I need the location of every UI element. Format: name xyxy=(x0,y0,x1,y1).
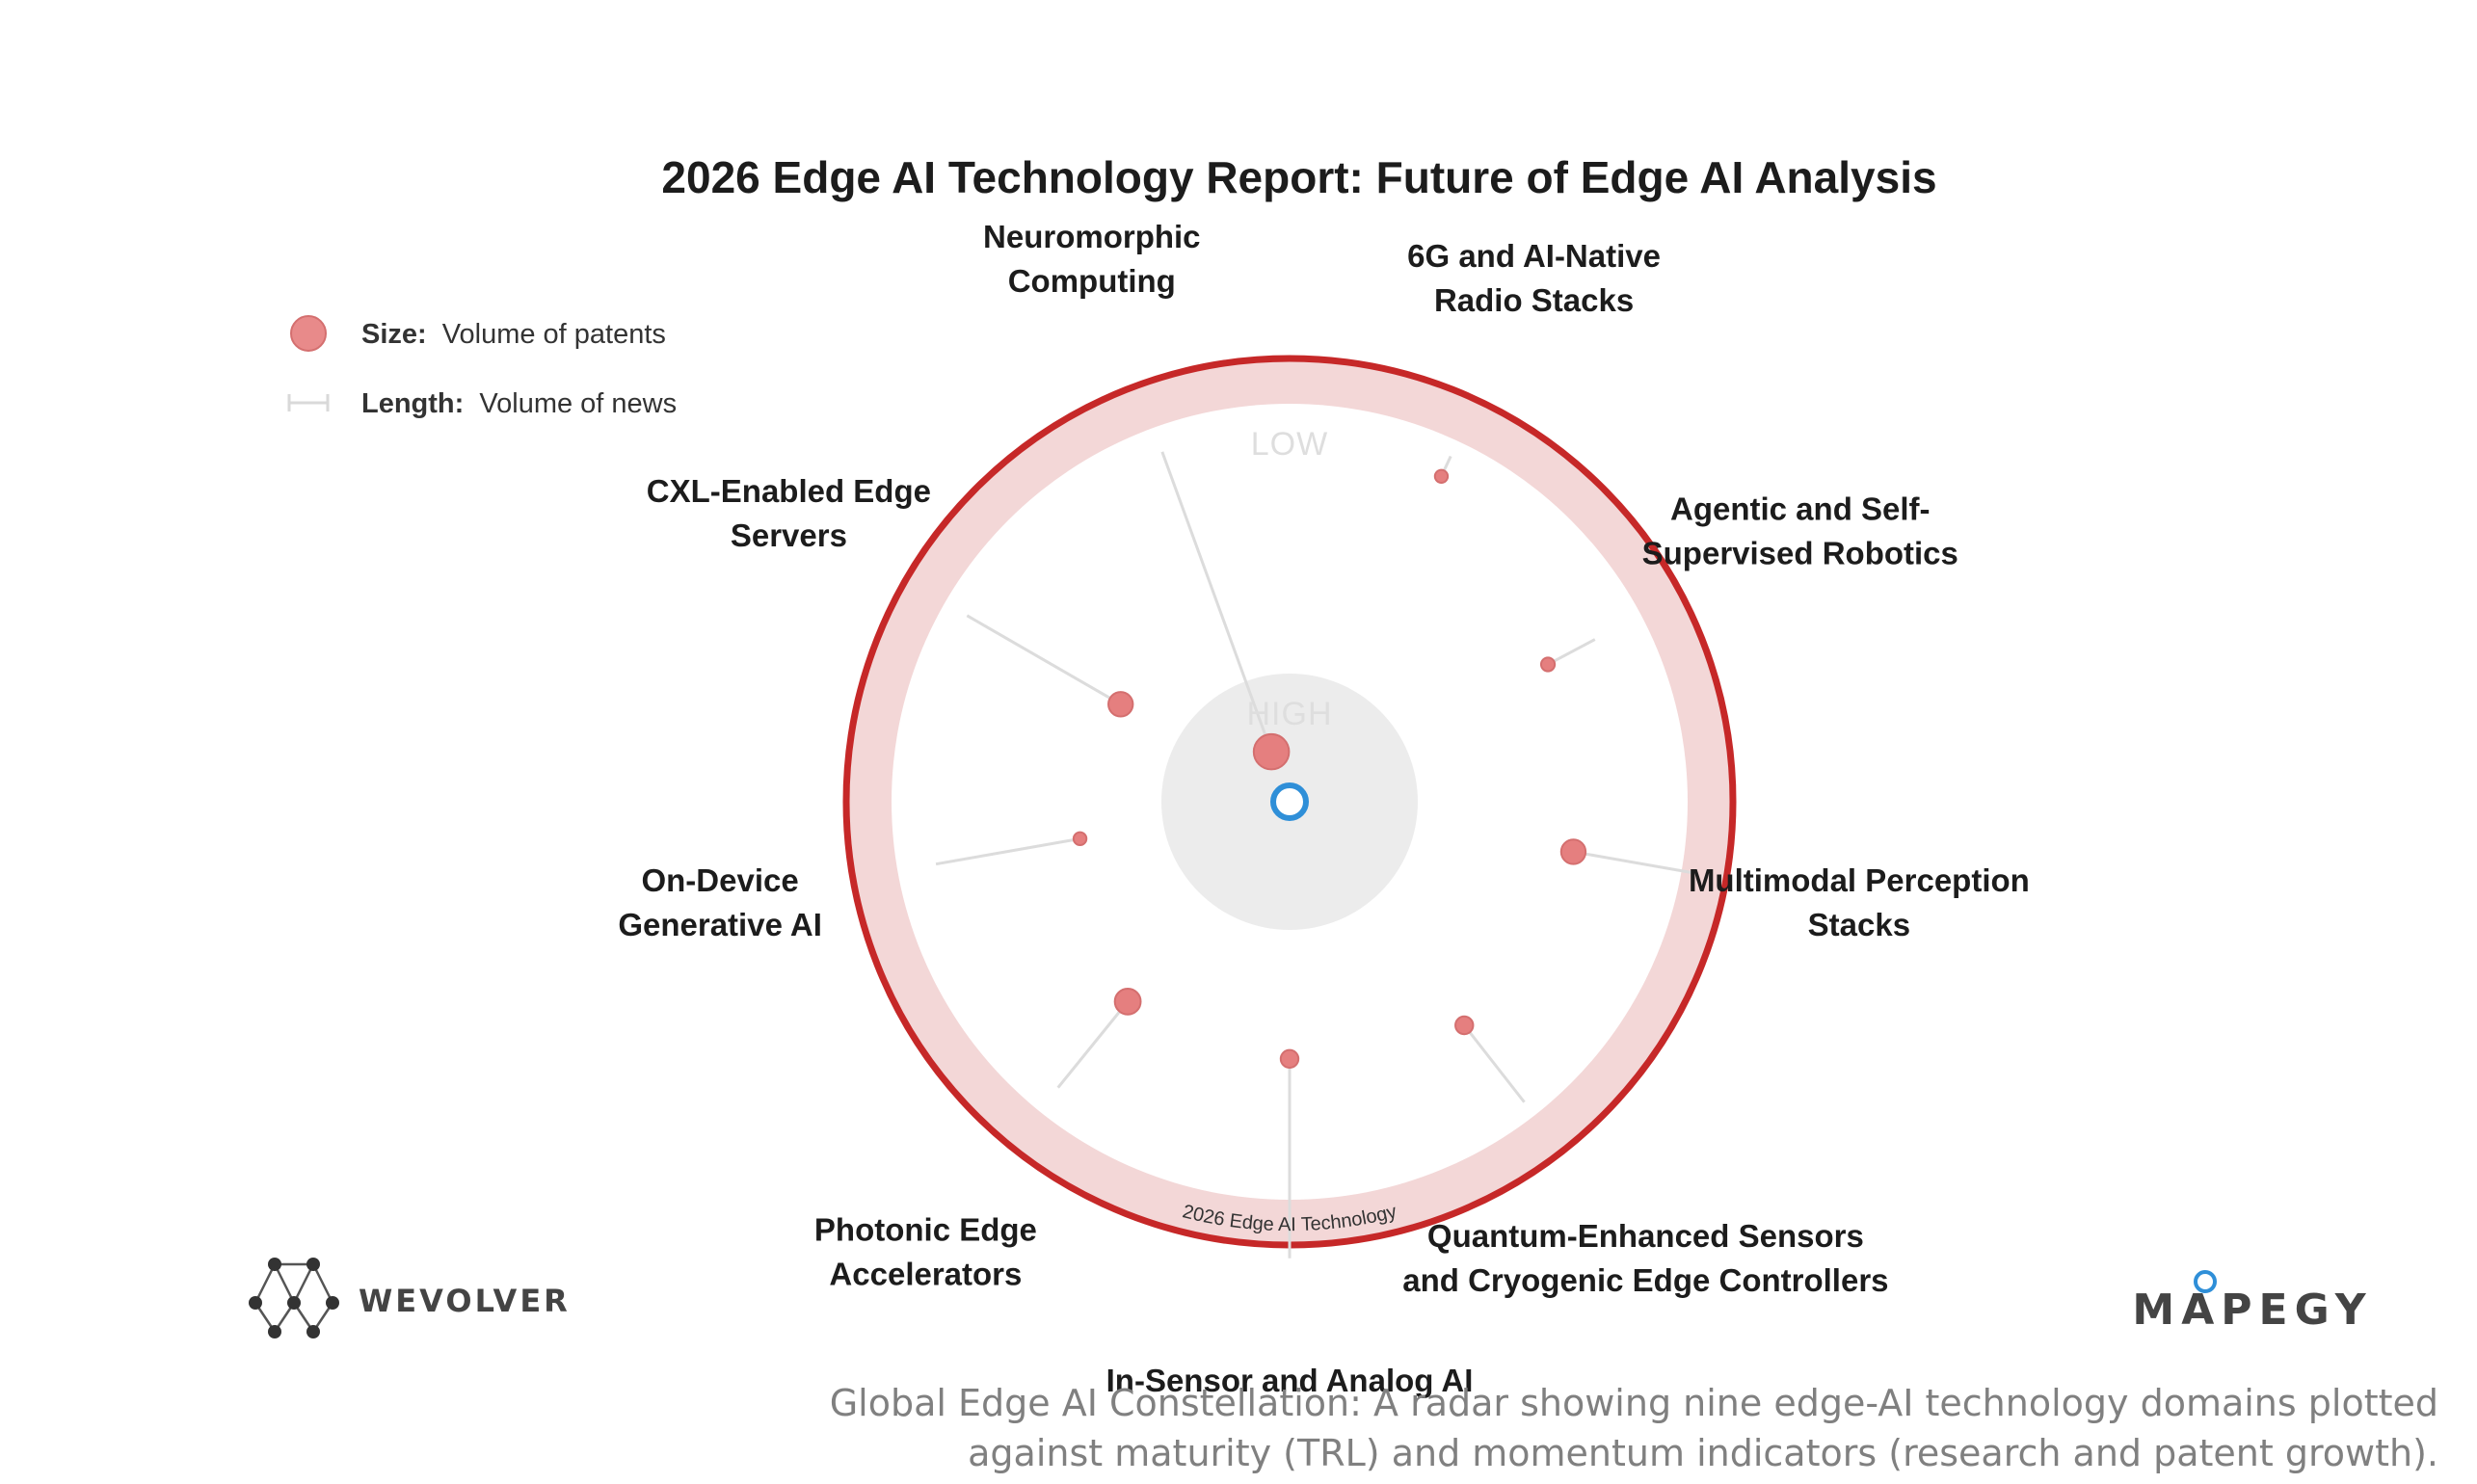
spoke-neuromorphic-computing xyxy=(1160,451,1273,753)
bubble-cxl-enabled-edge-servers[interactable] xyxy=(1107,691,1134,718)
chart-title: 2026 Edge AI Technology Report: Future o… xyxy=(661,152,1936,202)
label-neuromorphic-computing: Neuromorphic Computing xyxy=(983,219,1201,299)
bubble-agentic-and-self-supervised-robotics[interactable] xyxy=(1539,656,1557,673)
wevolver-logo: WEVOLVER xyxy=(249,1258,571,1338)
legend-length-text: Length: Volume of news xyxy=(361,388,677,419)
spoke-multimodal-perception-stacks xyxy=(1573,850,1696,875)
bubble-6g-and-ai-native-radio-stacks[interactable] xyxy=(1433,468,1450,484)
spoke-agentic-and-self-supervised-robotics xyxy=(1547,638,1596,666)
label-line: Generative AI xyxy=(618,907,822,942)
label-photonic-edge-accelerators: Photonic Edge Accelerators xyxy=(814,1211,1037,1291)
label-quantum-enhanced-sensors-and-cryogenic-edge-controllers: Quantum-Enhanced Sensors and Cryogenic Ed… xyxy=(1402,1218,1888,1298)
legend-length-key: Length: xyxy=(361,388,464,419)
label-line: In-Sensor and Analog AI xyxy=(1106,1363,1474,1398)
legend-length-value: Volume of news xyxy=(479,388,677,419)
label-agentic-and-self-supervised-robotics: Agentic and Self- Supervised Robotics xyxy=(1642,490,1958,570)
label-line: Supervised Robotics xyxy=(1642,535,1958,570)
center-marker xyxy=(1270,782,1309,821)
label-line: Computing xyxy=(1008,263,1176,299)
caption-line-1: Global Edge AI Constellation: A radar sh… xyxy=(829,1382,2438,1424)
legend-size-marker xyxy=(290,315,327,352)
mapegy-wordmark: MAPEGY xyxy=(2132,1285,2372,1335)
wevolver-wordmark: WEVOLVER xyxy=(359,1283,571,1319)
spoke-on-device-generative-ai xyxy=(935,836,1080,866)
caption-line-2: against maturity (TRL) and momentum indi… xyxy=(968,1432,2438,1474)
patent-bubbles xyxy=(1072,468,1587,1070)
mapegy-logo: MAPEGY xyxy=(2132,1270,2372,1335)
domain-labels: Neuromorphic Computing 6G and AI-Native Rad… xyxy=(618,219,2029,1398)
label-line: Photonic Edge xyxy=(814,1211,1037,1247)
legend: Size: Volume of patents Length: Volume o… xyxy=(287,315,677,419)
label-line: and Cryogenic Edge Controllers xyxy=(1402,1262,1888,1298)
label-on-device-generative-ai: On-Device Generative AI xyxy=(618,862,822,942)
bubble-photonic-edge-accelerators[interactable] xyxy=(1113,987,1142,1016)
label-line: Neuromorphic xyxy=(983,219,1201,254)
spoke-cxl-enabled-edge-servers xyxy=(966,614,1122,706)
bubble-neuromorphic-computing[interactable] xyxy=(1252,732,1291,771)
legend-size-key: Size: xyxy=(361,319,427,350)
bubble-on-device-generative-ai[interactable] xyxy=(1072,831,1088,847)
label-cxl-enabled-edge-servers: CXL-Enabled Edge Servers xyxy=(647,473,931,553)
bubble-quantum-enhanced-sensors-and-cryogenic-edge-controllers[interactable] xyxy=(1454,1015,1475,1036)
label-multimodal-perception-stacks: Multimodal Perception Stacks xyxy=(1689,862,2030,942)
low-maturity-label: LOW xyxy=(1251,426,1328,463)
label-line: 6G and AI-Native xyxy=(1407,238,1661,274)
legend-size-text: Size: Volume of patents xyxy=(361,319,666,350)
legend-length-marker xyxy=(287,394,330,411)
label-line: Quantum-Enhanced Sensors xyxy=(1427,1218,1864,1254)
spoke-quantum-enhanced-sensors-and-cryogenic-edge-controllers xyxy=(1463,1024,1526,1103)
news-volume-spokes xyxy=(935,451,1696,1259)
figure-caption: Global Edge AI Constellation: A radar sh… xyxy=(607,1378,2438,1478)
bubble-in-sensor-and-analog-ai[interactable] xyxy=(1279,1048,1300,1070)
label-line: Multimodal Perception xyxy=(1689,862,2030,898)
high-maturity-label: HIGH xyxy=(1247,696,1333,732)
legend-size-value: Volume of patents xyxy=(442,319,666,350)
spoke-photonic-edge-accelerators xyxy=(1056,1000,1130,1089)
label-line: Stacks xyxy=(1808,907,1910,942)
bubble-multimodal-perception-stacks[interactable] xyxy=(1559,838,1587,865)
label-6g-and-ai-native-radio-stacks: 6G and AI-Native Radio Stacks xyxy=(1407,238,1661,318)
label-line: Servers xyxy=(731,517,847,553)
label-line: Radio Stacks xyxy=(1434,282,1634,318)
mapegy-location-icon xyxy=(2194,1270,2217,1293)
label-line: CXL-Enabled Edge xyxy=(647,473,931,509)
label-in-sensor-and-analog-ai: In-Sensor and Analog AI xyxy=(1106,1363,1474,1398)
label-line: On-Device xyxy=(641,862,798,898)
label-line: Agentic and Self- xyxy=(1670,490,1931,526)
label-line: Accelerators xyxy=(829,1256,1022,1291)
